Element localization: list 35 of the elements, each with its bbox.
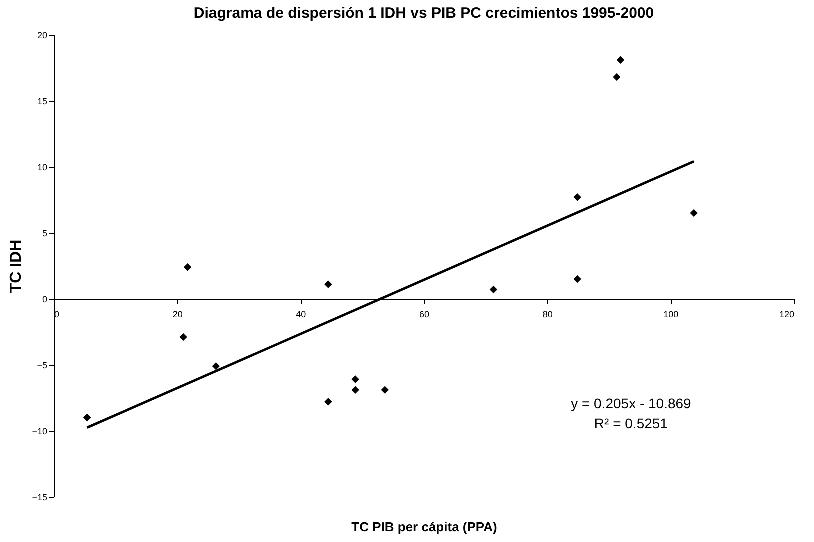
x-tick-label: 0 [54,310,60,320]
point [180,333,188,342]
x-tick-label: 40 [296,310,306,320]
point [613,73,621,82]
point [616,56,625,64]
x-tick-label: 20 [172,310,183,320]
y-tick-label: 10 [37,162,48,172]
point [324,280,332,288]
y-tick-label: 15 [37,96,48,106]
y-tick-label: 5 [42,228,48,238]
x-tick-label: 60 [419,310,430,320]
point [574,275,582,284]
y-tick-label: 0 [42,294,48,304]
y-tick-label: −10 [32,426,48,436]
annotation: R² = 0.5251 [594,416,668,432]
point [352,376,360,384]
y-tick-label: 20 [37,30,48,40]
point [352,386,360,394]
point [184,263,192,272]
x-axis-title: TC PIB per cápita (PPA) [352,520,498,534]
point [212,362,220,370]
annotation: y = 0.205x - 10.869 [571,396,692,412]
point [324,398,332,406]
point [574,193,582,202]
point [490,286,498,294]
x-tick-label: 100 [664,310,679,320]
x-tick-label: 80 [542,310,553,320]
point [381,386,390,394]
point [83,414,92,422]
y-tick-label: −5 [37,360,48,370]
y-tick-label: −15 [32,492,48,502]
point [690,209,698,218]
chart-title: Diagrama de dispersión 1 IDH vs PIB PC crecimientos 1995-2000 [194,5,654,22]
y-axis-title: TC IDH [8,240,26,294]
x-tick-label: 120 [779,310,794,320]
